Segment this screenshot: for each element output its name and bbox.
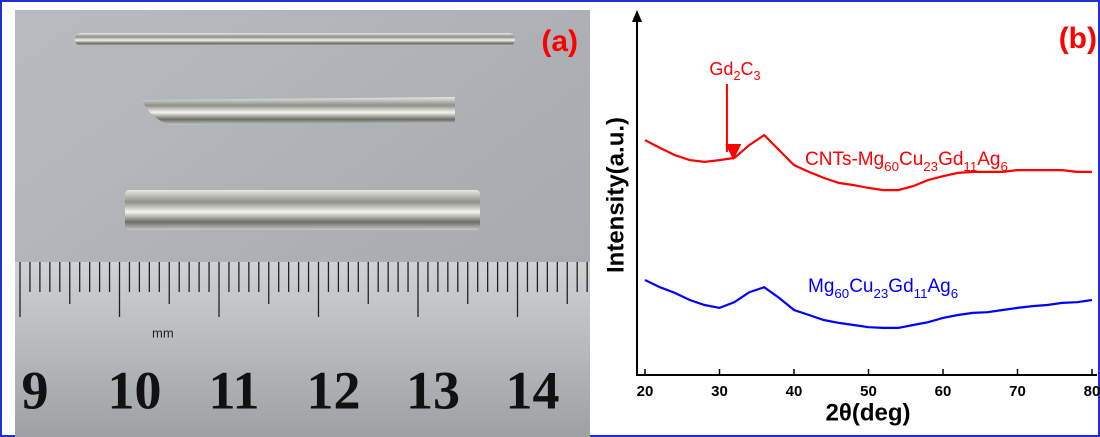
y-axis-arrow xyxy=(632,10,642,22)
x-tick-label: 60 xyxy=(935,383,952,400)
ruler-label: 9 xyxy=(22,360,49,420)
rod xyxy=(125,190,480,230)
ruler-label: 13 xyxy=(406,360,460,420)
x-axis-label: 2θ(deg) xyxy=(826,399,911,426)
ruler xyxy=(15,262,590,437)
series-label: Mg60Cu23Gd11Ag6 xyxy=(808,276,958,301)
chart: Intensity(a.u.) 2θ(deg) (b) 20 30 40 50 60 70… xyxy=(602,10,1100,426)
series-label: CNTs-Mg60Cu23Gd11Ag6 xyxy=(805,149,1008,174)
x-tick-label: 80 xyxy=(1084,383,1100,400)
x-tick-label: 40 xyxy=(786,383,803,400)
rod xyxy=(75,33,515,46)
panel-label: (a) xyxy=(541,25,578,58)
x-tick-label: 70 xyxy=(1009,383,1026,400)
x-tick-label: 30 xyxy=(711,383,728,400)
ruler-label: 14 xyxy=(506,360,560,420)
figure: mm 9 10 11 12 13 14 (a) Intensity(a.u.) 2θ(de… xyxy=(0,0,1100,437)
ruler-label: 10 xyxy=(108,360,162,420)
x-tick-label: 50 xyxy=(860,383,877,400)
rod xyxy=(142,97,455,125)
annotation-label: Gd2C3 xyxy=(709,59,760,84)
x-tick-label: 20 xyxy=(637,383,654,400)
ruler-label: 12 xyxy=(307,360,361,420)
y-axis-label: Intensity(a.u.) xyxy=(602,117,629,273)
ruler-unit: mm xyxy=(152,325,174,340)
panel-label: (b) xyxy=(1059,22,1097,55)
photo: mm 9 10 11 12 13 14 (a) xyxy=(15,10,590,437)
ruler-label: 11 xyxy=(208,360,259,420)
